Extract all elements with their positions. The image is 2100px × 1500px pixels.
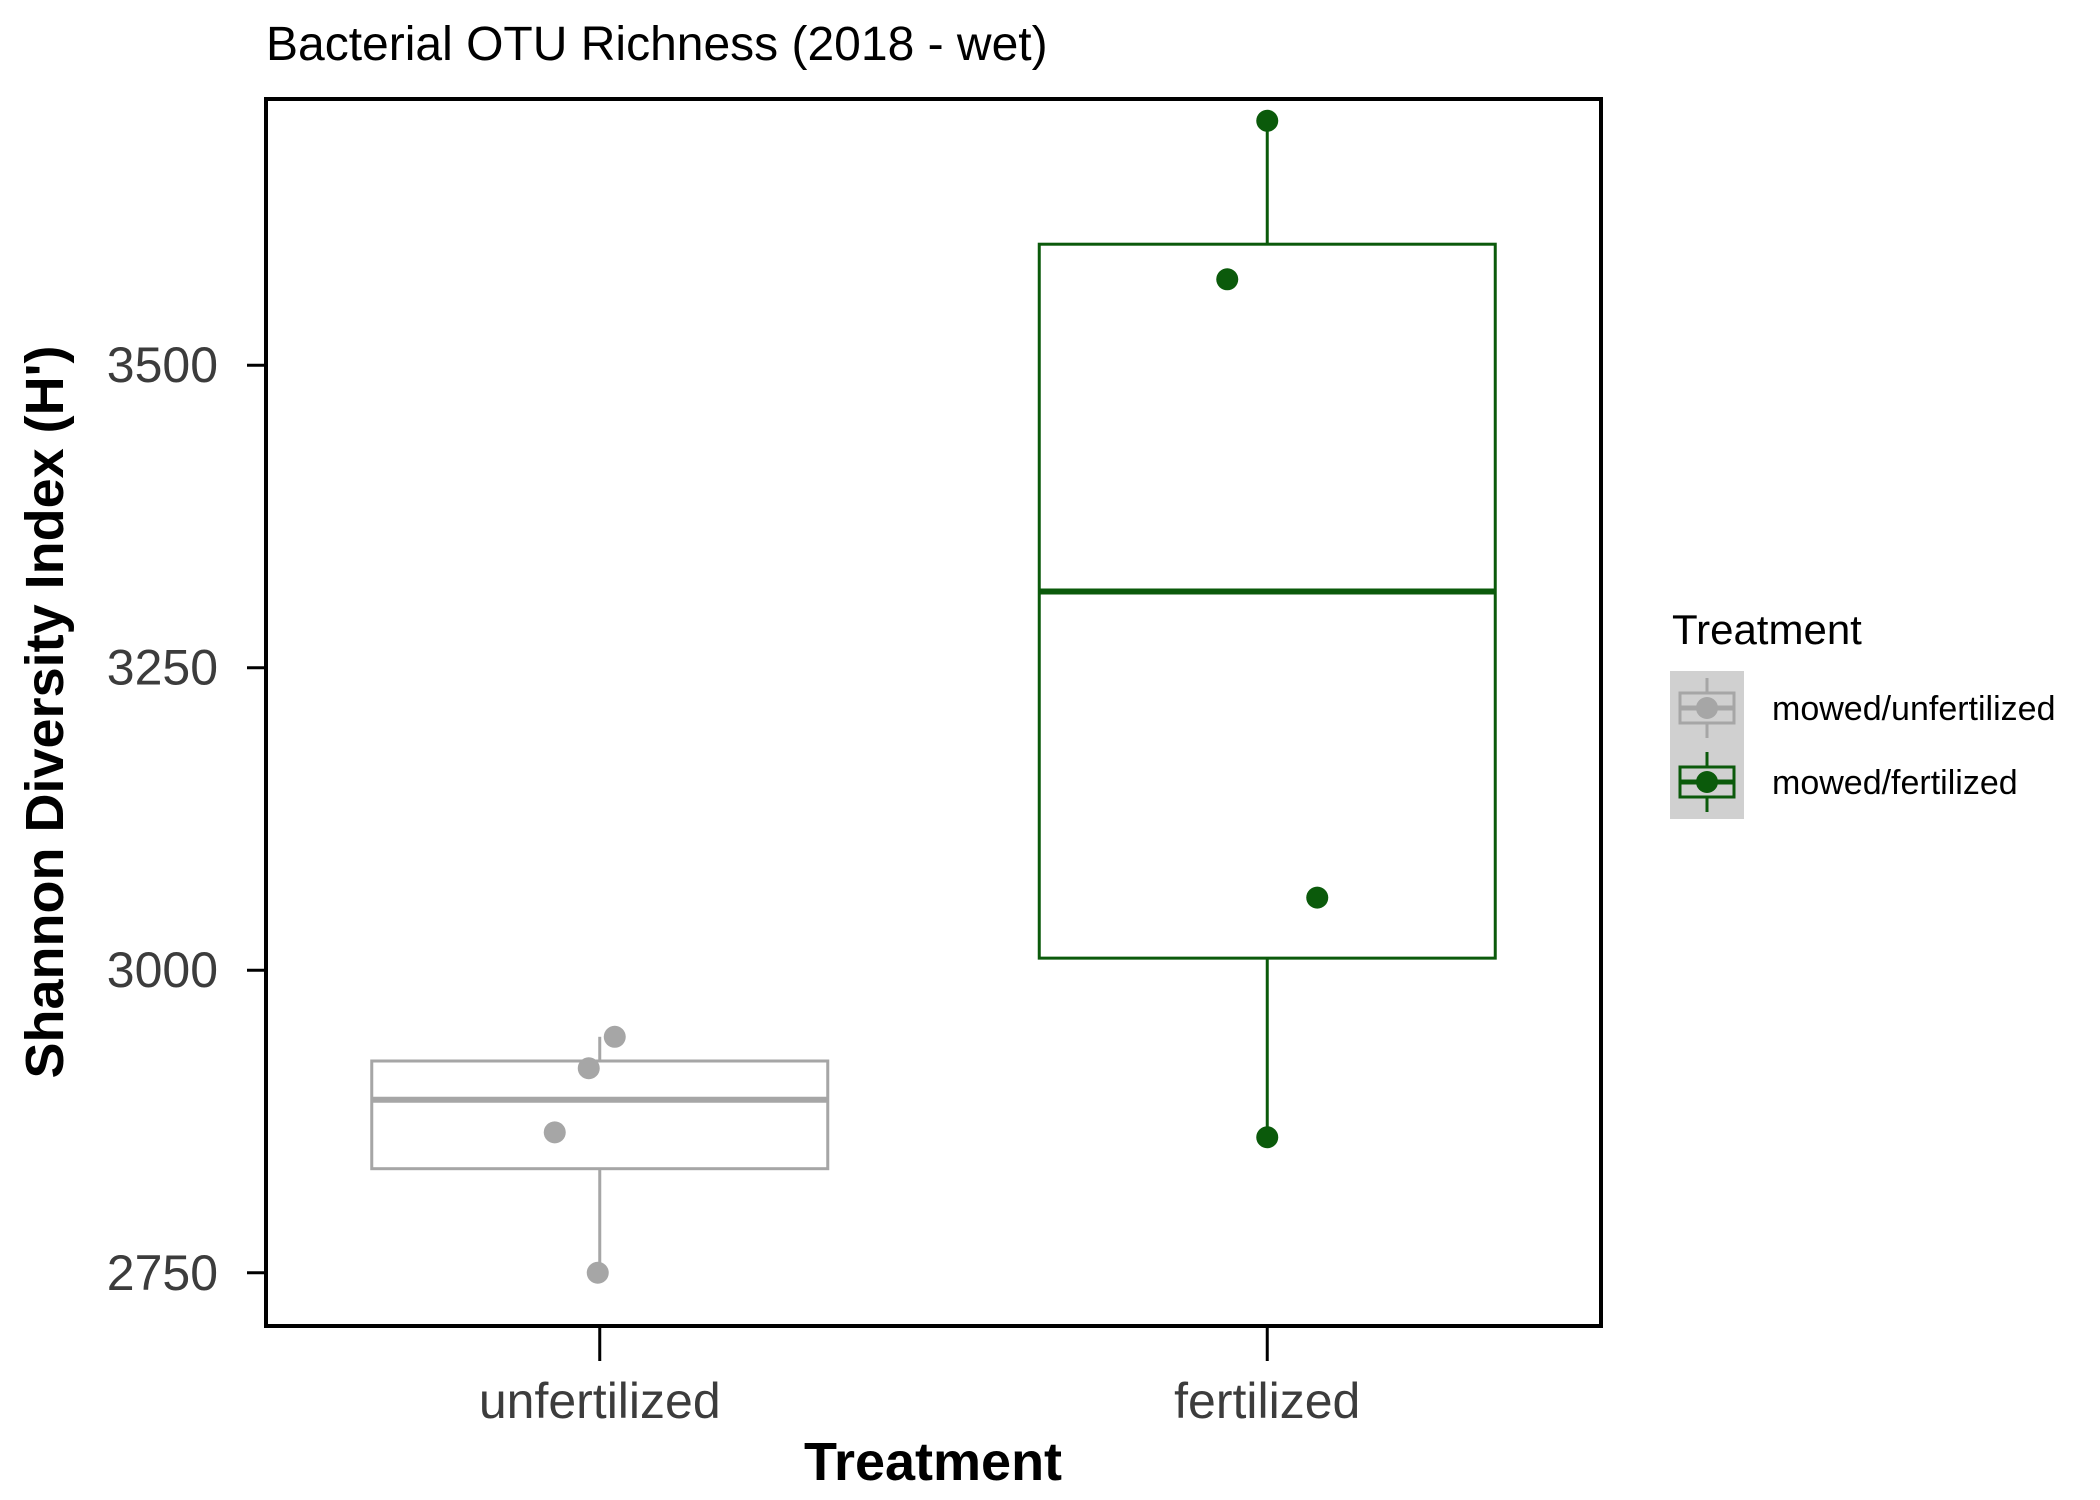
legend: Treatment mowed/unfertilized mowed/fertil… (1670, 606, 2055, 819)
legend-key (1678, 752, 1736, 812)
legend-key-point (1696, 771, 1718, 793)
data-point (1256, 109, 1279, 132)
x-axis: unfertilized fertilized (479, 1326, 1360, 1429)
legend-title: Treatment (1672, 606, 1862, 653)
legend-label: mowed/unfertilized (1772, 690, 2055, 728)
x-tick-label: fertilized (1174, 1373, 1360, 1429)
y-axis: 2750 3000 3250 3500 (107, 337, 266, 1301)
plot-area (370, 109, 1497, 1284)
y-tick-label: 3250 (107, 640, 218, 696)
box (1037, 242, 1497, 960)
data-point (577, 1057, 600, 1080)
data-point (543, 1121, 566, 1144)
data-point (603, 1025, 626, 1048)
y-tick-label: 3000 (107, 942, 218, 998)
data-point (1306, 886, 1329, 909)
plot-frame (264, 97, 1603, 1328)
x-tick-label: unfertilized (479, 1373, 721, 1429)
y-tick-label: 2750 (107, 1245, 218, 1301)
chart-title: Bacterial OTU Richness (2018 - wet) (266, 18, 1048, 71)
box-group-fertilized (1037, 109, 1497, 1149)
legend-key-background (1670, 671, 1744, 819)
legend-key-point (1696, 697, 1718, 719)
data-point (1216, 268, 1239, 291)
box (370, 1059, 830, 1171)
x-axis-title: Treatment (804, 1432, 1062, 1492)
legend-label: mowed/fertilized (1772, 764, 2018, 802)
box-group-unfertilized (370, 1025, 830, 1284)
y-tick-label: 3500 (107, 337, 218, 393)
data-point (1256, 1126, 1279, 1149)
data-point (586, 1261, 609, 1284)
legend-key (1678, 678, 1736, 738)
y-axis-title: Shannon Diversity Index (H') (15, 346, 75, 1079)
